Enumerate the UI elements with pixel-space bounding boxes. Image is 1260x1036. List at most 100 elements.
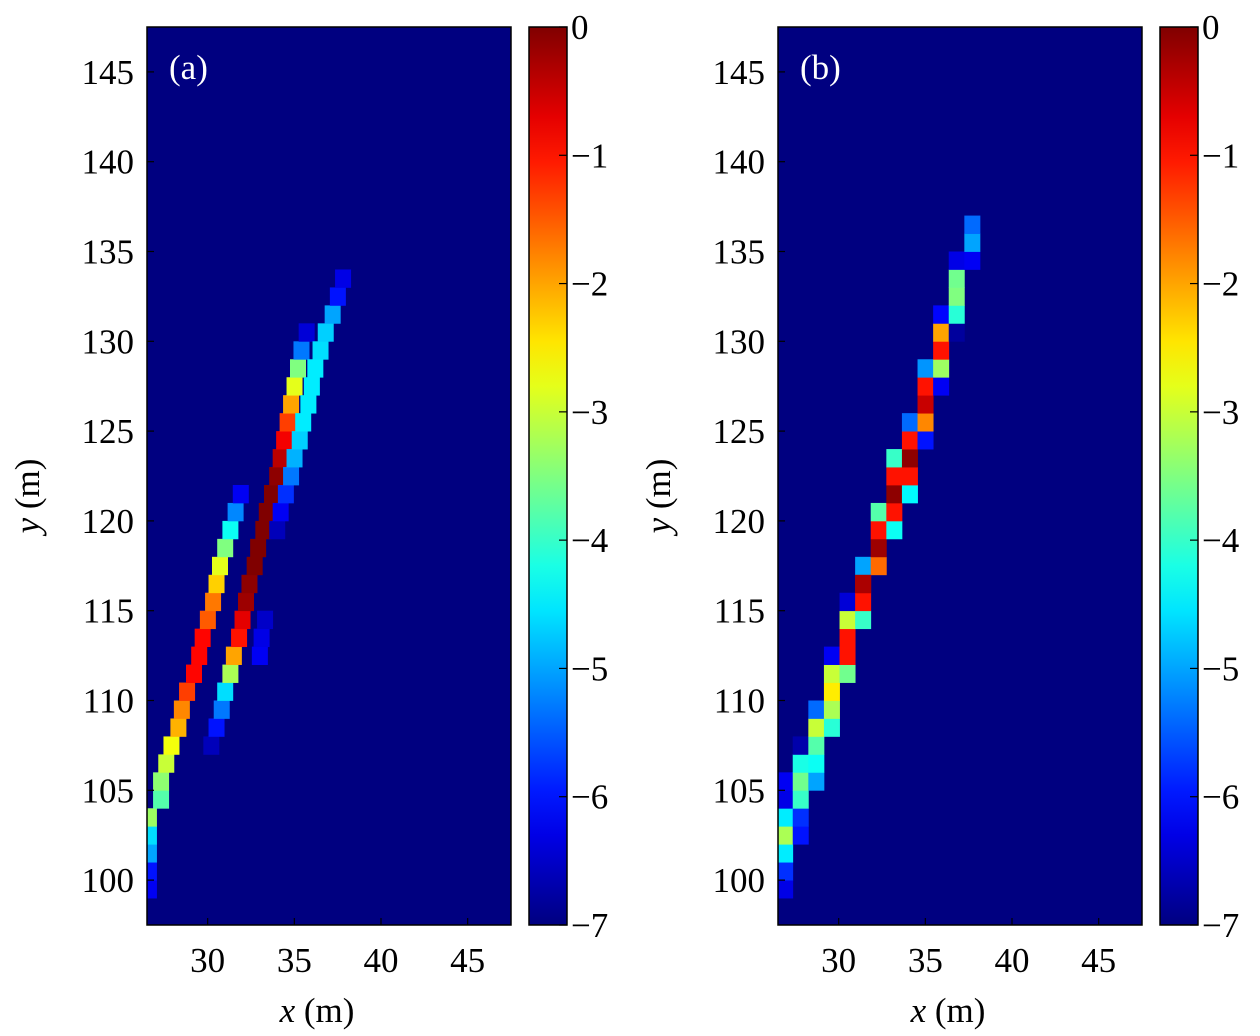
plot-background (778, 27, 1142, 925)
heatmap-cell (147, 880, 157, 899)
heatmap-cell (253, 628, 270, 648)
heatmap-cell (158, 754, 175, 773)
y-tick-label: 115 (83, 592, 134, 631)
heatmap-cell (917, 359, 934, 378)
panel-b: 30 35 40 45 100 105 110 115 120 125 130 135 140 145 x … (639, 8, 1239, 1030)
heatmap-cell (283, 395, 300, 414)
heatmap-cell (948, 269, 965, 288)
y-axis-label: y (m) (8, 459, 47, 537)
heatmap-cell (792, 826, 809, 845)
heatmap-cell (839, 592, 856, 612)
heatmap-cell (933, 341, 950, 360)
colorbar-tick-label: −3 (571, 393, 608, 432)
heatmap-cell (153, 790, 170, 809)
heatmap-cell (234, 610, 251, 630)
colorbar-tick-label: −5 (1202, 649, 1239, 688)
heatmap-cell (232, 484, 249, 504)
colorbar-tick-label: 0 (571, 8, 589, 47)
heatmap-cell (213, 700, 230, 719)
heatmap-cell (778, 808, 794, 827)
heatmap-cell (286, 377, 303, 396)
heatmap-cell (179, 682, 196, 701)
heatmap-cell (808, 718, 825, 737)
heatmap-cell (808, 754, 825, 773)
heatmap-cell (886, 520, 903, 540)
heatmap-cell (291, 431, 308, 450)
heatmap-cell (855, 610, 872, 630)
heatmap-cell (933, 323, 950, 342)
x-tick-label: 45 (450, 941, 485, 980)
heatmap-cell (269, 520, 286, 540)
heatmap-cell (808, 700, 825, 719)
colorbar-tick-label: −1 (571, 136, 608, 175)
heatmap-cell (855, 556, 872, 576)
heatmap-cell (264, 484, 280, 504)
colorbar (529, 27, 567, 925)
heatmap-cell (792, 736, 809, 755)
heatmap-cell (948, 305, 965, 324)
heatmap-cell (238, 592, 254, 612)
heatmap-cell (269, 467, 286, 486)
heatmap-cell (870, 556, 887, 576)
heatmap-cells (778, 215, 981, 899)
heatmap-cell (250, 538, 267, 558)
heatmap-cell (808, 772, 825, 791)
heatmap-cell (186, 664, 202, 683)
heatmap-cell (778, 844, 794, 863)
heatmap-cell (917, 395, 934, 414)
panel-a: 30 35 40 45 100 105 110 115 120 125 130 135 140 145 x … (8, 8, 608, 1030)
heatmap-cell (917, 377, 934, 396)
heatmap-cell (808, 736, 825, 755)
heatmap-cell (886, 449, 903, 468)
heatmap-cell (307, 359, 324, 378)
y-tick-label: 105 (82, 771, 135, 810)
y-tick-label: 130 (713, 322, 766, 361)
x-tick-label: 30 (821, 941, 856, 980)
heatmap-cell (212, 556, 228, 576)
heatmap-cell (324, 305, 341, 324)
heatmap-cell (231, 628, 248, 648)
y-tick-label: 125 (713, 412, 766, 451)
plot-frame (146, 26, 512, 926)
heatmap-cell (823, 700, 840, 719)
heatmap-cell (855, 574, 872, 594)
heatmap-cell (293, 341, 310, 360)
colorbar-tick-label: −5 (571, 649, 608, 688)
x-tick-label: 40 (995, 941, 1030, 980)
heatmap-cell (917, 431, 934, 450)
heatmap-cell (948, 287, 965, 306)
heatmap-cell (933, 377, 950, 396)
heatmap-cell (272, 502, 289, 522)
heatmap-cell (948, 251, 965, 270)
plot-background (147, 27, 511, 925)
heatmap-cells (147, 269, 352, 899)
heatmap-cell (227, 502, 244, 522)
heatmap-cell (839, 664, 856, 683)
heatmap-cell (147, 826, 157, 845)
colorbar-frame (1159, 26, 1199, 926)
heatmap-cell (870, 538, 887, 558)
heatmap-cell (272, 449, 289, 468)
heatmap-cell (901, 484, 918, 504)
y-tick-label: 100 (82, 861, 135, 900)
heatmap-cell (251, 646, 268, 665)
heatmap-cell (823, 682, 840, 701)
heatmap-cell (948, 323, 965, 342)
x-tick-label: 30 (190, 941, 225, 980)
heatmap-cell (147, 844, 157, 863)
heatmap-cell (283, 467, 300, 486)
heatmap-cell (792, 754, 809, 773)
heatmap-cell (839, 628, 856, 648)
heatmap-cell (205, 592, 222, 612)
heatmap-cell (778, 880, 794, 899)
heatmap-cell (778, 790, 794, 809)
heatmap-cell (792, 772, 809, 791)
y-tick-label: 115 (714, 592, 765, 631)
y-tick-label: 130 (82, 322, 135, 361)
heatmap-cell (255, 520, 272, 540)
heatmap-cell (286, 449, 303, 468)
y-tick-label: 145 (713, 53, 766, 92)
heatmap-cell (901, 413, 918, 432)
colorbar-tick-label: −3 (1202, 393, 1239, 432)
